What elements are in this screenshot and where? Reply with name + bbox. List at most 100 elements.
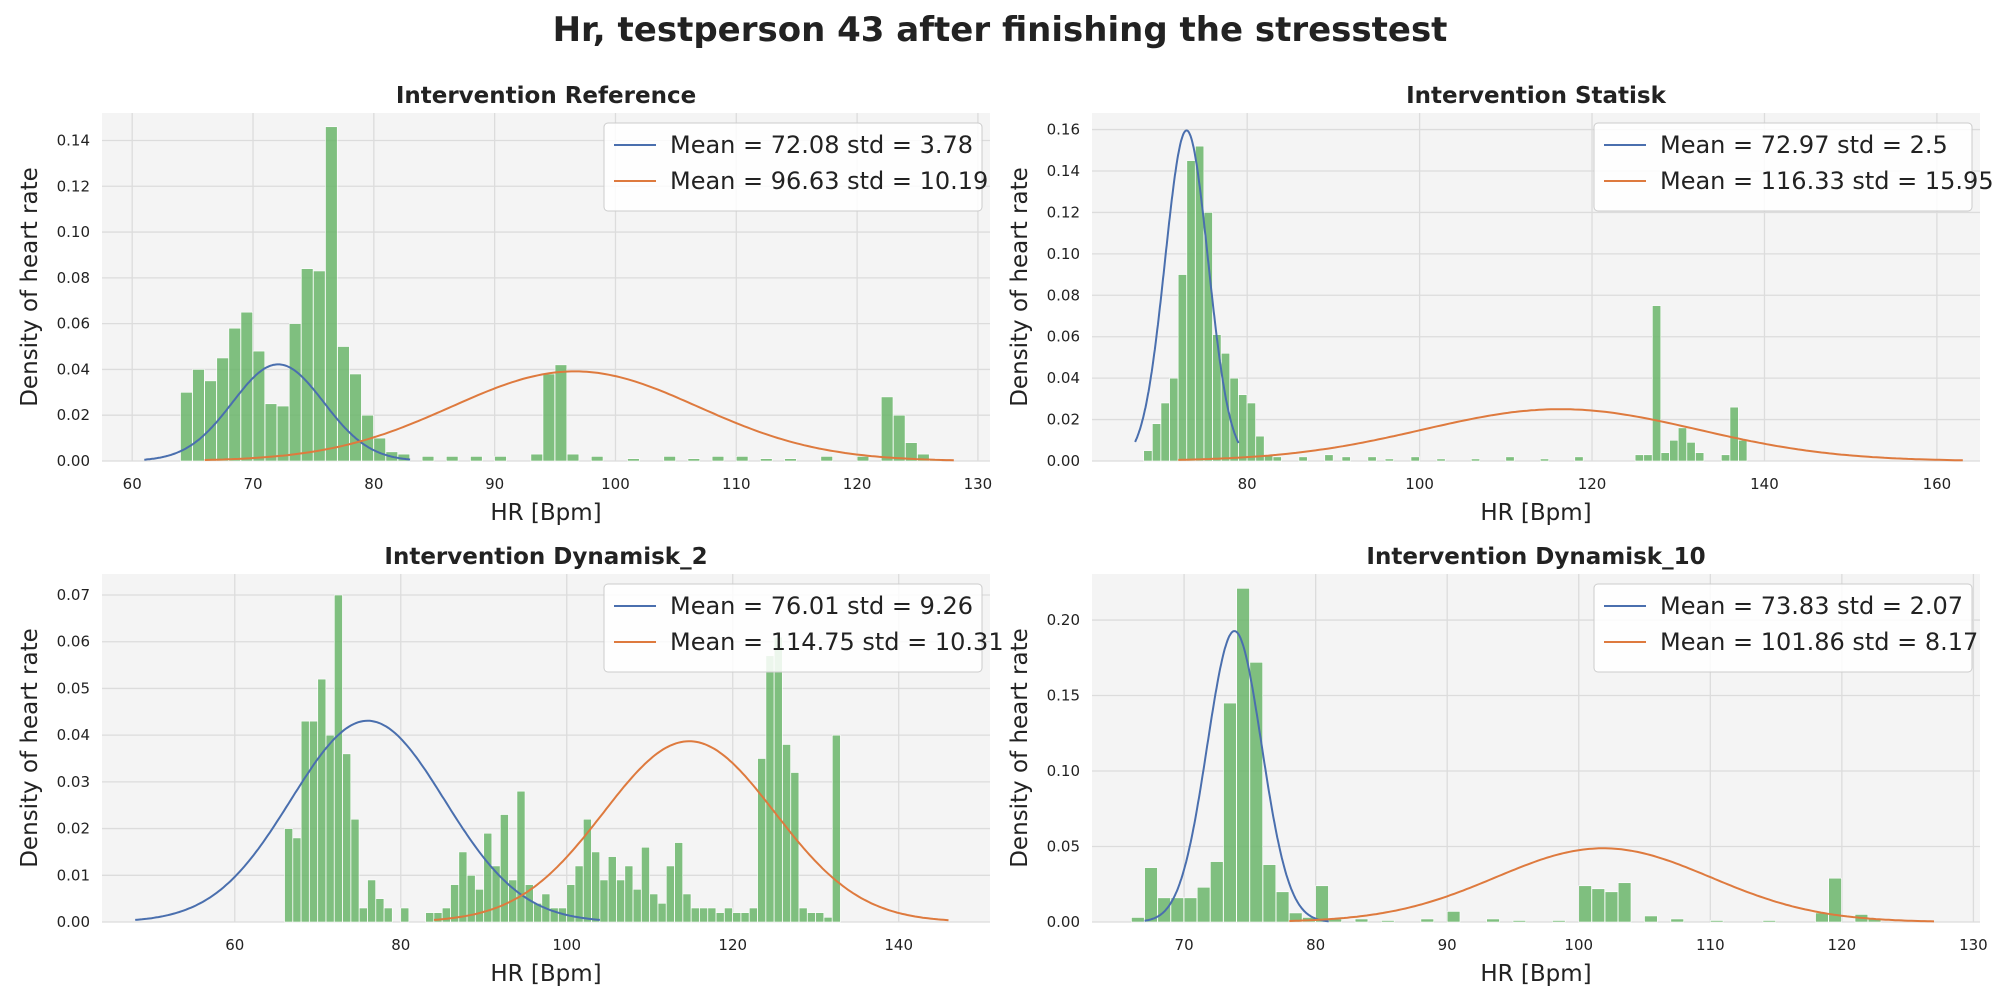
histogram-bar (1384, 458, 1394, 462)
y-tick-label: 0.06 (1047, 328, 1080, 346)
histogram-bar (707, 907, 717, 923)
x-tick-label: 130 (1959, 936, 1988, 954)
x-axis-label: HR [Bpm] (490, 500, 601, 526)
histogram-bar (1540, 458, 1549, 462)
histogram-bar (1238, 394, 1248, 462)
histogram-bar (458, 851, 468, 923)
histogram-bar (1591, 888, 1605, 923)
chart-title: Intervention Reference (396, 83, 696, 109)
histogram-bar (632, 889, 642, 923)
histogram-bar (1436, 458, 1446, 462)
histogram-bar (641, 846, 650, 923)
legend-label-2: Mean = 116.33 std = 15.95 (1660, 167, 1994, 195)
histogram-bar (823, 917, 833, 923)
histogram-bar (309, 720, 318, 923)
y-tick-label: 0.14 (1047, 162, 1080, 180)
histogram-bar (349, 373, 362, 462)
histogram-bar (1381, 920, 1395, 923)
y-tick-label: 0.06 (57, 315, 90, 333)
histogram-bar (715, 912, 725, 923)
histogram-bar (1828, 877, 1842, 923)
y-tick-label: 0.00 (1047, 452, 1080, 470)
histogram-bar (325, 734, 335, 923)
histogram-bar (1246, 402, 1256, 462)
legend-box (603, 122, 983, 212)
histogram-bar (375, 898, 385, 923)
histogram-bar (732, 912, 742, 923)
y-axis-label: Density of heart rate (1007, 167, 1033, 407)
histogram-bar (1275, 891, 1290, 923)
histogram-bar (616, 879, 625, 923)
y-tick-label: 0.10 (1047, 762, 1080, 780)
histogram-bar (554, 364, 568, 462)
legend-label-1: Mean = 72.08 std = 3.78 (670, 131, 973, 159)
histogram-bar (711, 456, 725, 462)
fit-curve-2 (433, 740, 949, 922)
y-tick-label: 0.00 (1047, 913, 1080, 931)
y-tick-label: 0.04 (1047, 369, 1080, 387)
chart-title: Intervention Statisk (1406, 83, 1667, 109)
chart-panel-3: 60 80 100 120 140 0.00 0.01 0.02 0.03 0.04 0.05 0.0… (17, 544, 1004, 987)
histogram-bar (1160, 402, 1170, 462)
y-tick-label: 0.02 (1047, 411, 1080, 429)
histogram-bar (252, 350, 266, 462)
histogram-bar (1677, 427, 1687, 462)
histogram-bar (1324, 454, 1334, 462)
histogram-bar (1644, 915, 1658, 923)
histogram-bar (292, 837, 302, 923)
histogram-bar (905, 442, 918, 462)
x-tick-label: 140 (884, 936, 913, 954)
legend-label-1: Mean = 73.83 std = 2.07 (1660, 592, 1963, 620)
histogram-bar (760, 458, 773, 462)
histogram-bar (699, 907, 708, 923)
y-axis-label: Density of heart rate (17, 628, 43, 868)
legend-box (603, 583, 983, 673)
histogram-bar (425, 912, 435, 923)
chart-title: Intervention Dynamisk_2 (384, 544, 707, 570)
x-tick-label: 90 (485, 475, 504, 493)
histogram-bar (240, 311, 253, 462)
histogram-bar (1578, 885, 1592, 923)
histogram-bar (216, 357, 229, 462)
histogram-bar (574, 865, 584, 923)
histogram-bar (1131, 917, 1145, 923)
x-tick-label: 130 (964, 475, 993, 493)
histogram-bar (400, 907, 410, 923)
histogram-bar (566, 453, 580, 462)
histogram-bar (1574, 456, 1584, 462)
histogram-bar (1471, 458, 1481, 462)
x-tick-label: 60 (225, 936, 244, 954)
histogram-bar (1186, 160, 1196, 462)
histogram-bar (1512, 920, 1527, 923)
histogram-bar (1669, 439, 1679, 462)
x-tick-label: 80 (391, 936, 410, 954)
histogram-bar (1652, 305, 1662, 462)
histogram-bar (1289, 912, 1303, 923)
x-axis-label: HR [Bpm] (490, 961, 601, 987)
histogram-bar (264, 403, 278, 462)
histogram-bar (749, 907, 758, 923)
legend-label-1: Mean = 76.01 std = 9.26 (670, 592, 973, 620)
histogram-bar (663, 456, 676, 462)
fit-curve-1 (1144, 630, 1329, 923)
x-tick-label: 140 (1750, 475, 1779, 493)
histogram-bar (483, 832, 493, 923)
histogram-bar (1143, 450, 1153, 462)
histogram-bar (1169, 377, 1179, 462)
histogram-bar (542, 373, 555, 462)
y-tick-label: 0.02 (57, 406, 90, 424)
y-tick-label: 0.03 (57, 773, 90, 791)
chart-title: Intervention Dynamisk_10 (1366, 544, 1705, 570)
histogram-bar (735, 456, 749, 462)
histogram-bar (358, 907, 368, 923)
histogram-bar (1177, 274, 1187, 462)
histogram-bar (276, 405, 290, 462)
histogram-bar (446, 456, 459, 462)
x-axis-label: HR [Bpm] (1480, 500, 1591, 526)
y-tick-label: 0.07 (57, 586, 90, 604)
histogram-bar (1272, 456, 1282, 462)
histogram-bar (325, 126, 338, 462)
x-tick-label: 120 (1828, 936, 1857, 954)
histogram-bar (516, 790, 526, 923)
